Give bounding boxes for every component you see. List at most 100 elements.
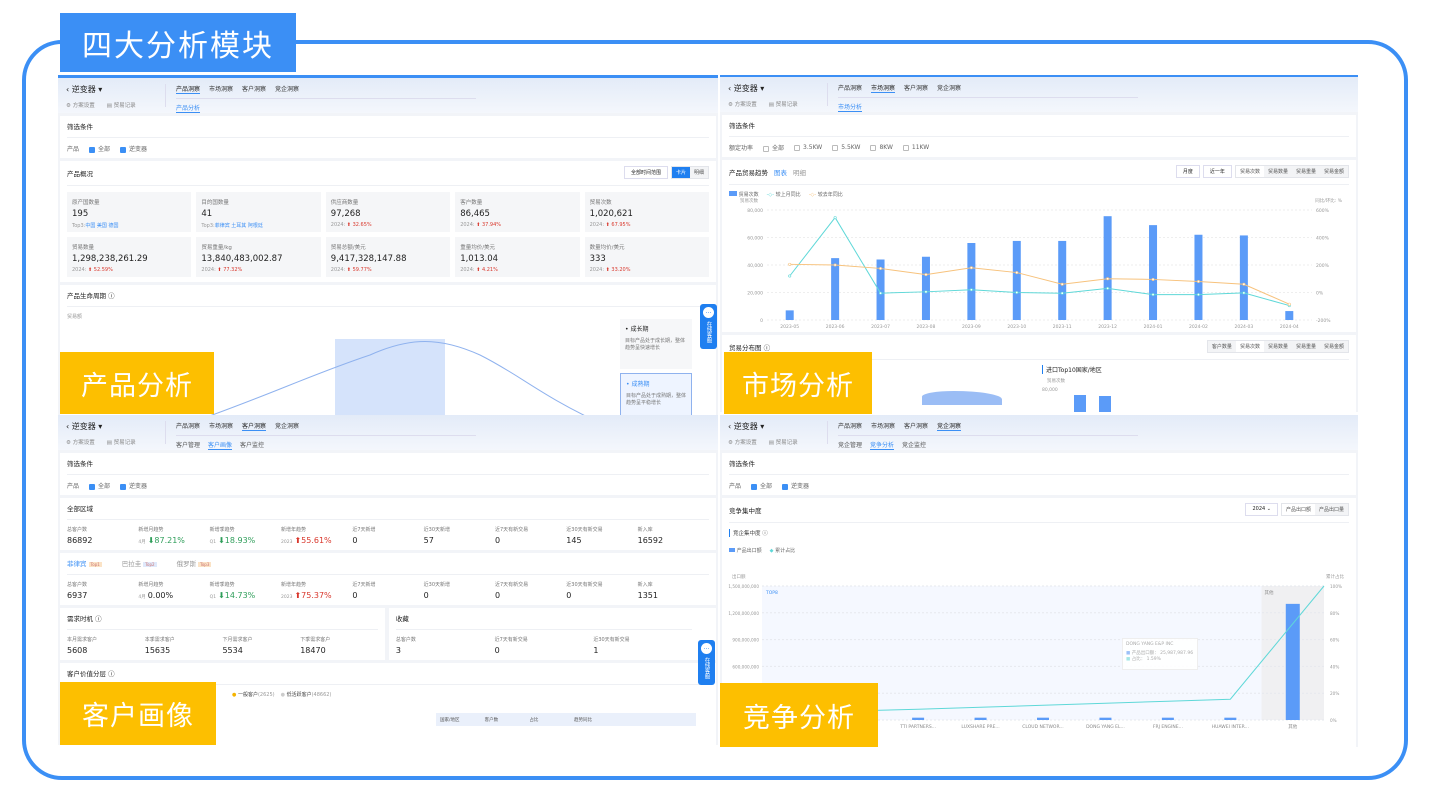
top3-countries[interactable]: 中国 美国 德国 [85, 223, 119, 229]
bar-2023-05[interactable] [785, 310, 794, 320]
stage-mature[interactable]: • 成熟期 目标产品处于成熟期，整体趋势呈平稳增长 [620, 373, 692, 415]
view-card-button[interactable]: 卡片 [671, 167, 690, 178]
tab-competitor-insight[interactable]: 竞企洞察 [937, 423, 962, 431]
legend-yoy[interactable]: -◇- 较去年同比 [808, 192, 843, 198]
line-point[interactable] [1015, 271, 1019, 275]
tab-customer-insight[interactable]: 客户洞察 [904, 85, 929, 92]
bar-2024-03[interactable] [1239, 235, 1248, 320]
metric-toggle-3[interactable]: 贸易金额 [1323, 169, 1344, 175]
line-point[interactable] [1151, 277, 1155, 281]
line-point[interactable] [1242, 282, 1246, 286]
tab-customer-insight[interactable]: 客户洞察 [242, 423, 267, 431]
subtab-competitor-management[interactable]: 竞企管理 [838, 442, 863, 449]
product-selector[interactable]: ‹ 逆变器 ▾ [728, 422, 765, 431]
product-selector[interactable]: ‹ 逆变器 ▾ [728, 84, 765, 93]
tab-market-insight[interactable]: 市场洞察 [871, 85, 896, 93]
subtab-customer-management[interactable]: 客户管理 [176, 442, 201, 449]
trade-records-link[interactable]: ▤ 贸易记录 [106, 440, 136, 446]
tab-chart[interactable]: 图表 [774, 168, 787, 177]
metric-toggle-1[interactable]: 贸易数量 [1267, 169, 1288, 175]
year-select[interactable]: 2024 ⌄ [1245, 503, 1278, 516]
subtab-market-analysis[interactable]: 市场分析 [838, 104, 863, 112]
product-selector[interactable]: ‹ 逆变器 ▾ [66, 422, 103, 431]
line-point[interactable] [924, 273, 928, 277]
line-point[interactable] [1060, 291, 1064, 295]
line-point[interactable] [1106, 277, 1110, 281]
region-tab[interactable]: 巴拉圭 Top2 [122, 558, 157, 568]
period-select[interactable]: 月度 [1175, 165, 1200, 178]
line-point[interactable] [1196, 293, 1200, 297]
online-service-button[interactable]: … 在线客服 [698, 640, 715, 685]
table-header-cell[interactable]: 占比 [529, 717, 539, 723]
scheme-settings-link[interactable]: ⚙ 方案设置 [728, 102, 757, 108]
bar-TTI PARTNERS...[interactable] [912, 717, 925, 720]
value-legend-item[interactable]: ● 低活跃客户(48662) [280, 692, 332, 698]
power-option-checkbox[interactable]: 3.5KW [794, 144, 822, 151]
scheme-settings-link[interactable]: ⚙ 方案设置 [66, 103, 95, 109]
trade-records-link[interactable]: ▤ 贸易记录 [768, 440, 798, 446]
metric-toggle-0[interactable]: 客户数量 [1211, 344, 1232, 350]
line-point[interactable] [833, 263, 837, 267]
metric-toggle-2[interactable]: 贸易数量 [1267, 344, 1288, 350]
time-range-select[interactable]: 全部时间范围 [623, 166, 668, 179]
subtab-competition-analysis[interactable]: 竞争分析 [870, 442, 895, 450]
tab-market-insight[interactable]: 市场洞察 [209, 423, 234, 430]
region-tab[interactable]: 俄罗斯 Top3 [177, 558, 212, 568]
tab-competitor-insight[interactable]: 竞企洞察 [937, 85, 962, 92]
tab-product-insight[interactable]: 产品洞察 [838, 423, 863, 430]
bar-2023-11[interactable] [1058, 240, 1067, 320]
metric-toggle-3[interactable]: 贸易重量 [1295, 344, 1316, 350]
metric-toggle-0[interactable]: 贸易次数 [1235, 166, 1264, 177]
metric-toggle-4[interactable]: 贸易金额 [1323, 344, 1344, 350]
subtab-customer-portrait[interactable]: 客户画像 [208, 442, 233, 450]
toggle-export-volume[interactable]: 产品出口量 [1318, 507, 1344, 513]
table-header-cell[interactable]: 趋势同比 [574, 717, 593, 723]
bar-DONG YANG EL...[interactable] [1099, 717, 1112, 720]
checkbox-all[interactable]: 全部 [89, 481, 110, 490]
subtab-product-analysis[interactable]: 产品分析 [176, 105, 201, 113]
legend-export-value[interactable]: 产品出口额 [729, 547, 762, 554]
view-detail-button[interactable]: 明细 [693, 170, 704, 176]
metric-toggle-1[interactable]: 贸易次数 [1235, 341, 1264, 352]
bar-2023-12[interactable] [1103, 216, 1112, 320]
value-legend-item[interactable]: ● 一般客户(2625) [232, 692, 275, 698]
power-option-checkbox[interactable]: 全部 [763, 143, 784, 152]
tab-product-insight[interactable]: 产品洞察 [176, 423, 201, 430]
tab-detail[interactable]: 明细 [793, 168, 806, 177]
bar-2023-08[interactable] [921, 256, 930, 320]
legend-mom[interactable]: -◇- 较上月同比 [766, 192, 801, 198]
online-service-button[interactable]: … 在线客服 [700, 304, 717, 349]
checkbox-inverter[interactable]: 逆变器 [120, 481, 147, 490]
checkbox-all[interactable]: 全部 [89, 144, 110, 153]
range-select[interactable]: 近一年 [1202, 165, 1232, 178]
line-point[interactable] [879, 266, 883, 270]
table-header-cell[interactable]: 国家/地区 [440, 717, 460, 723]
tab-competitor-insight[interactable]: 竞企洞察 [275, 86, 300, 93]
checkbox-inverter[interactable]: 逆变器 [120, 144, 147, 153]
tab-market-insight[interactable]: 市场洞察 [871, 423, 896, 430]
toggle-export-value[interactable]: 产品出口额 [1281, 504, 1315, 515]
bar-2024-04[interactable] [1285, 311, 1294, 320]
trade-records-link[interactable]: ▤ 贸易记录 [106, 103, 136, 109]
tab-customer-insight[interactable]: 客户洞察 [242, 86, 267, 93]
tab-competitor-insight[interactable]: 竞企洞察 [275, 423, 300, 430]
region-tab[interactable]: 菲律宾 Top1 [67, 558, 102, 568]
product-selector[interactable]: ‹ 逆变器 ▾ [66, 85, 103, 94]
bar-HUAWEI INTER...[interactable] [1224, 717, 1237, 720]
bar-CLOUD NETWOR...[interactable] [1037, 717, 1049, 720]
line-point[interactable] [1060, 282, 1064, 286]
power-option-checkbox[interactable]: 11KW [902, 144, 929, 151]
bar-2024-01[interactable] [1149, 225, 1158, 320]
line-point[interactable] [1106, 286, 1110, 290]
power-option-checkbox[interactable]: 5.5KW [832, 144, 860, 151]
line-point[interactable] [833, 216, 837, 220]
line-point[interactable] [969, 288, 973, 292]
trade-records-link[interactable]: ▤ 贸易记录 [768, 102, 798, 108]
tab-customer-insight[interactable]: 客户洞察 [904, 423, 929, 430]
scheme-settings-link[interactable]: ⚙ 方案设置 [66, 440, 95, 446]
power-option-checkbox[interactable]: 8KW [870, 144, 893, 151]
legend-trade-count[interactable]: 贸易次数 [729, 191, 759, 198]
table-header-cell[interactable]: 客户数 [484, 717, 499, 723]
line-point[interactable] [788, 274, 792, 278]
checkbox-all[interactable]: 全部 [751, 481, 772, 490]
